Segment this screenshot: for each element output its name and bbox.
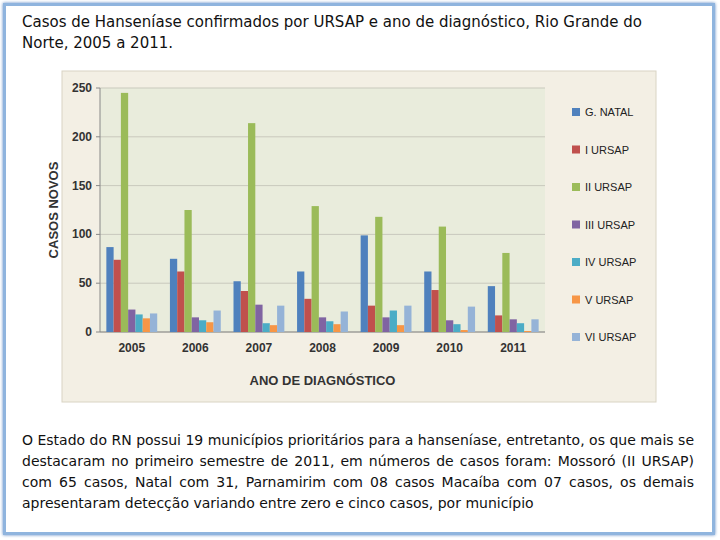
y-axis-label: CASOS NOVOS bbox=[46, 161, 61, 258]
bar bbox=[206, 322, 213, 332]
bar bbox=[439, 227, 446, 332]
tick-label: 100 bbox=[72, 227, 92, 241]
bar bbox=[375, 217, 382, 332]
bar bbox=[488, 286, 495, 332]
bar bbox=[361, 235, 368, 332]
category-label: 2010 bbox=[436, 341, 463, 355]
bar bbox=[121, 93, 128, 332]
tick-mark bbox=[96, 234, 100, 235]
bar bbox=[468, 307, 475, 332]
legend-swatch bbox=[572, 108, 580, 116]
bar bbox=[177, 271, 184, 332]
bar bbox=[214, 311, 221, 332]
tick-label: 250 bbox=[72, 81, 92, 95]
chart-background bbox=[62, 71, 656, 402]
plot-area bbox=[100, 88, 545, 332]
legend-swatch bbox=[572, 146, 580, 154]
bars bbox=[106, 93, 538, 332]
legend-label: II URSAP bbox=[585, 181, 632, 193]
chart: 0 50 100 150 200 250 2005 2006 2007 2008 2009 2010 2… bbox=[0, 0, 720, 540]
legend-label: G. NATAL bbox=[585, 106, 634, 118]
grid-line bbox=[100, 185, 545, 186]
tick-label: 150 bbox=[72, 179, 92, 193]
y-axis bbox=[100, 88, 101, 332]
bar bbox=[234, 281, 241, 332]
bar bbox=[382, 317, 389, 332]
category-label: 2006 bbox=[182, 341, 209, 355]
grid-line bbox=[100, 136, 545, 137]
tick-mark bbox=[96, 185, 100, 186]
bar bbox=[446, 320, 453, 332]
legend-swatch bbox=[572, 296, 580, 304]
legend-swatch bbox=[572, 333, 580, 341]
legend-label: I URSAP bbox=[585, 144, 629, 156]
bar bbox=[114, 260, 121, 332]
tick-mark bbox=[96, 332, 100, 333]
bar bbox=[326, 321, 333, 332]
bar bbox=[333, 324, 340, 332]
bar bbox=[368, 306, 375, 332]
x-axis-label: ANO DE DIAGNÓSTICO bbox=[250, 373, 396, 388]
legend-swatch bbox=[572, 221, 580, 229]
tick-label: 200 bbox=[72, 130, 92, 144]
bar bbox=[143, 318, 150, 332]
bar bbox=[297, 271, 304, 332]
bar bbox=[170, 259, 177, 332]
bar bbox=[135, 314, 142, 332]
bar bbox=[397, 325, 404, 332]
bar bbox=[270, 325, 277, 332]
bar bbox=[319, 317, 326, 332]
category-label: 2005 bbox=[118, 341, 145, 355]
bar bbox=[184, 210, 191, 332]
tick-label: 0 bbox=[85, 325, 92, 339]
bar bbox=[431, 290, 438, 332]
title: Casos de Hanseníase confirmados por URSA… bbox=[22, 12, 682, 54]
grid-line bbox=[100, 88, 545, 89]
bar bbox=[517, 323, 524, 332]
bar bbox=[424, 271, 431, 332]
category-label: 2011 bbox=[500, 341, 526, 355]
category-label: 2007 bbox=[246, 341, 273, 355]
annotation: O Estado do RN possui 19 municípios prio… bbox=[22, 430, 694, 514]
category-label: 2009 bbox=[373, 341, 400, 355]
bar bbox=[404, 306, 411, 332]
bar bbox=[241, 291, 248, 332]
grid-line bbox=[100, 234, 545, 235]
category-label: 2008 bbox=[309, 341, 336, 355]
bar bbox=[263, 323, 270, 332]
tick-mark bbox=[96, 283, 100, 284]
bar bbox=[304, 299, 311, 332]
bar bbox=[524, 331, 531, 332]
tick-mark bbox=[96, 88, 100, 89]
bar bbox=[312, 206, 319, 332]
grid-line bbox=[100, 283, 545, 284]
tick-mark bbox=[96, 136, 100, 137]
bar bbox=[106, 247, 113, 332]
legend-label: VI URSAP bbox=[585, 331, 636, 343]
bar bbox=[531, 319, 538, 332]
bar bbox=[341, 312, 348, 332]
legend-label: III URSAP bbox=[585, 219, 635, 231]
legend-swatch bbox=[572, 183, 580, 191]
tick-label: 50 bbox=[79, 276, 93, 290]
bar bbox=[248, 123, 255, 332]
bar bbox=[495, 315, 502, 332]
legend-label: V URSAP bbox=[585, 294, 633, 306]
legend-label: IV URSAP bbox=[585, 256, 636, 268]
legend-swatch bbox=[572, 258, 580, 266]
bar bbox=[453, 324, 460, 332]
bar bbox=[510, 319, 517, 332]
bar bbox=[128, 310, 135, 332]
bar bbox=[199, 320, 206, 332]
bar bbox=[255, 305, 262, 332]
bar bbox=[192, 317, 199, 332]
bar bbox=[390, 311, 397, 332]
bar bbox=[502, 253, 509, 332]
bar bbox=[461, 330, 468, 332]
bar bbox=[150, 313, 157, 332]
bar bbox=[277, 306, 284, 332]
